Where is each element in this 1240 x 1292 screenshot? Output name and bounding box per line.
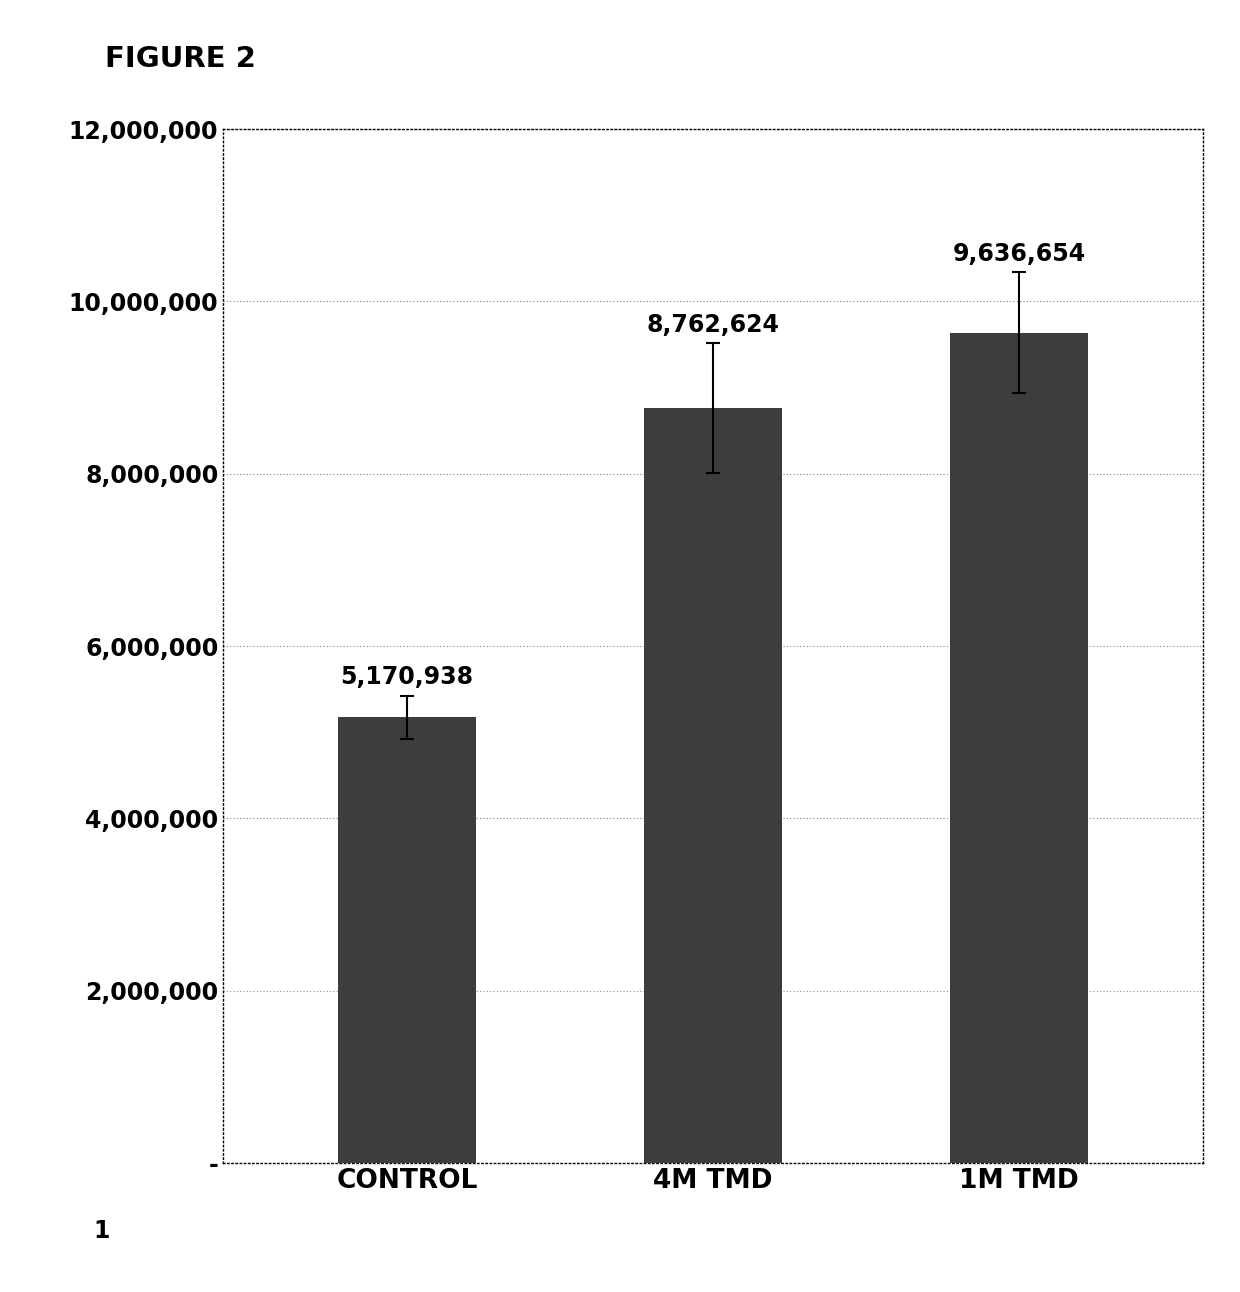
Bar	[644, 408, 782, 1163]
Text: 8,762,624: 8,762,624	[646, 313, 780, 336]
Text: 9,636,654: 9,636,654	[952, 242, 1086, 266]
Bar	[950, 333, 1087, 1163]
Text: FIGURE 2: FIGURE 2	[105, 45, 257, 74]
Text: 1: 1	[93, 1218, 109, 1243]
Text: 5,170,938: 5,170,938	[340, 665, 474, 689]
Bar	[339, 717, 476, 1163]
